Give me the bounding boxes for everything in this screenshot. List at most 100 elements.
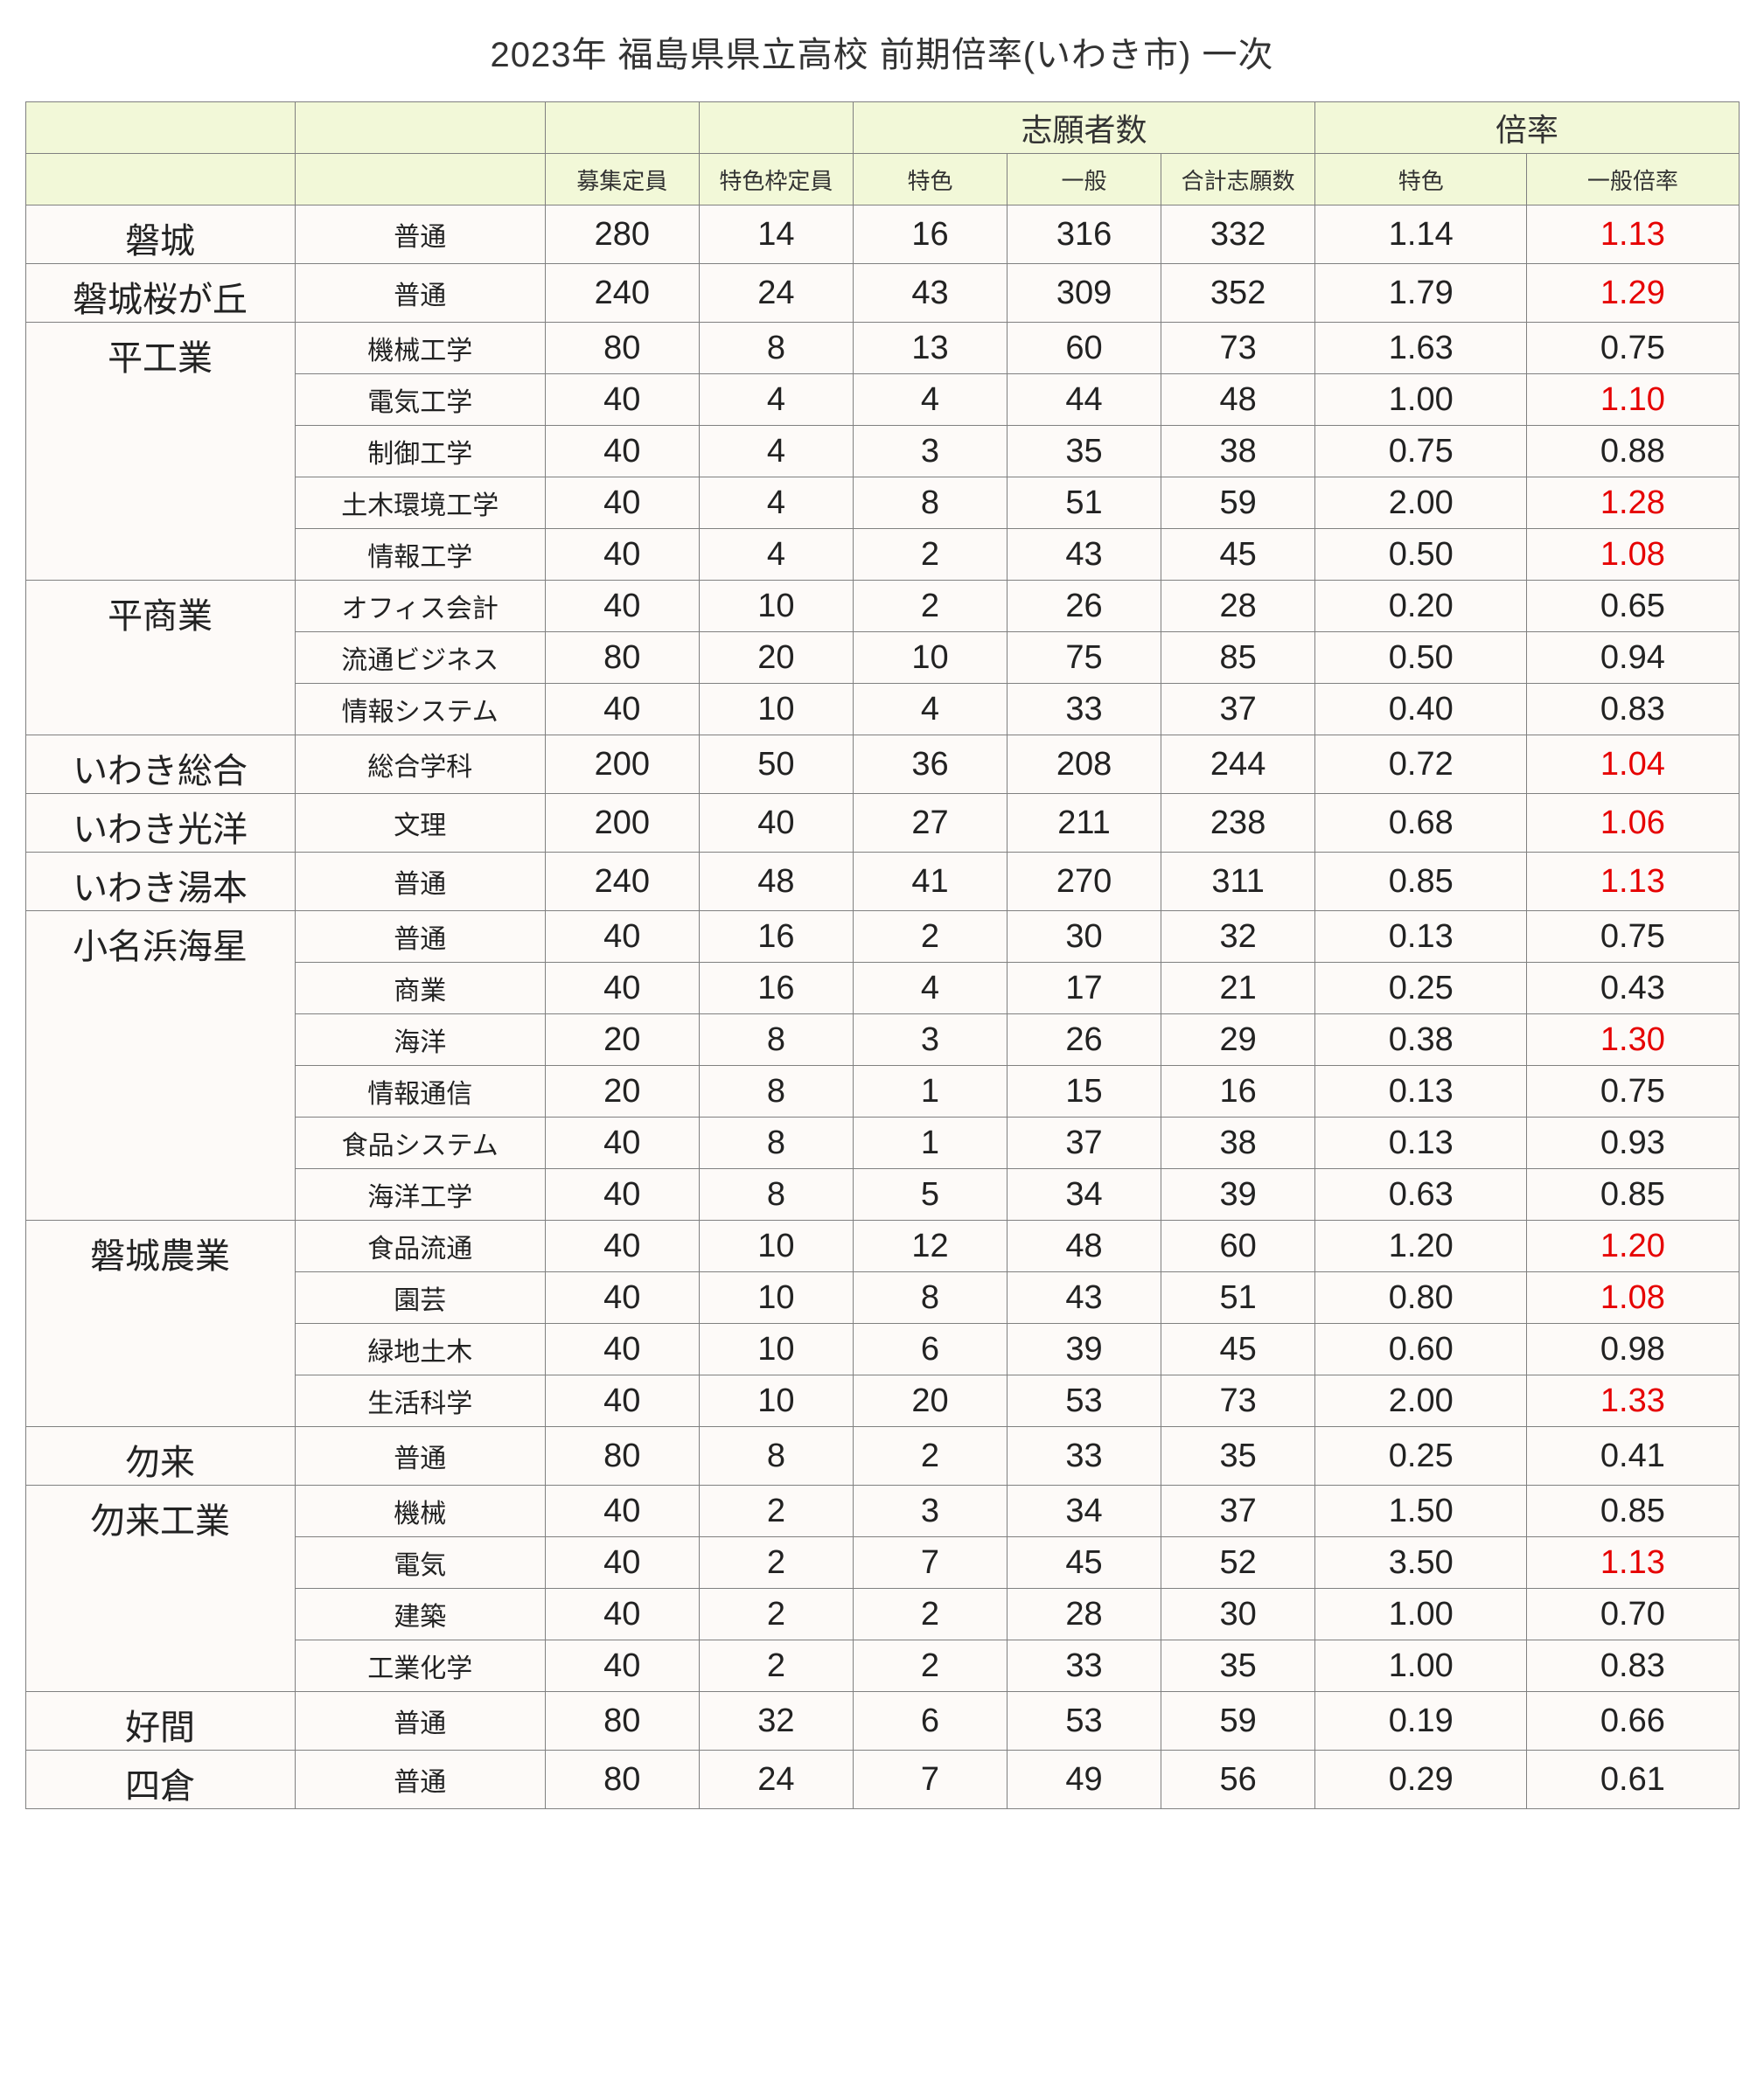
scap-cell: 16 <box>699 963 853 1014</box>
general-ratio-cell: 1.06 <box>1527 794 1739 853</box>
sapp-cell: 4 <box>853 374 1007 426</box>
scap-cell: 4 <box>699 477 853 529</box>
general-ratio-cell: 0.41 <box>1527 1427 1739 1486</box>
gapp-cell: 75 <box>1008 632 1161 684</box>
school-cell: 平商業 <box>25 581 295 735</box>
general-ratio-cell: 0.85 <box>1527 1169 1739 1221</box>
general-ratio-cell: 0.85 <box>1527 1486 1739 1537</box>
gapp-cell: 39 <box>1008 1324 1161 1375</box>
header-blank <box>545 102 699 154</box>
sapp-cell: 8 <box>853 477 1007 529</box>
special-ratio-cell: 0.80 <box>1315 1272 1527 1324</box>
dept-cell: 食品システム <box>295 1118 545 1169</box>
gapp-cell: 309 <box>1008 264 1161 323</box>
tapp-cell: 352 <box>1161 264 1315 323</box>
header-blank <box>295 154 545 205</box>
general-ratio-cell: 0.75 <box>1527 911 1739 963</box>
tapp-cell: 59 <box>1161 477 1315 529</box>
general-ratio-cell: 0.93 <box>1527 1118 1739 1169</box>
page-title: 2023年 福島県県立高校 前期倍率(いわき市) 一次 <box>9 26 1755 77</box>
school-cell: 磐城桜が丘 <box>25 264 295 323</box>
school-cell: いわき光洋 <box>25 794 295 853</box>
cap-cell: 40 <box>545 1589 699 1640</box>
cap-cell: 200 <box>545 735 699 794</box>
tapp-cell: 38 <box>1161 426 1315 477</box>
cap-cell: 40 <box>545 1486 699 1537</box>
tapp-cell: 45 <box>1161 529 1315 581</box>
cap-cell: 40 <box>545 477 699 529</box>
sapp-cell: 4 <box>853 963 1007 1014</box>
general-ratio-cell: 0.94 <box>1527 632 1739 684</box>
special-ratio-cell: 0.50 <box>1315 529 1527 581</box>
dept-cell: 普通 <box>295 1692 545 1751</box>
gapp-cell: 34 <box>1008 1169 1161 1221</box>
general-ratio-cell: 0.83 <box>1527 684 1739 735</box>
cap-cell: 40 <box>545 684 699 735</box>
tapp-cell: 60 <box>1161 1221 1315 1272</box>
scap-cell: 2 <box>699 1486 853 1537</box>
special-ratio-cell: 1.79 <box>1315 264 1527 323</box>
school-cell: 好間 <box>25 1692 295 1751</box>
general-ratio-cell: 0.88 <box>1527 426 1739 477</box>
school-cell: 四倉 <box>25 1751 295 1809</box>
general-ratio-cell: 0.70 <box>1527 1589 1739 1640</box>
tapp-cell: 37 <box>1161 684 1315 735</box>
special-ratio-cell: 1.14 <box>1315 205 1527 264</box>
cap-cell: 80 <box>545 1751 699 1809</box>
tapp-cell: 238 <box>1161 794 1315 853</box>
general-ratio-cell: 1.08 <box>1527 529 1739 581</box>
general-ratio-cell: 1.13 <box>1527 205 1739 264</box>
header-blank <box>295 102 545 154</box>
special-ratio-cell: 1.00 <box>1315 1640 1527 1692</box>
scap-cell: 8 <box>699 1066 853 1118</box>
tapp-cell: 59 <box>1161 1692 1315 1751</box>
tapp-cell: 21 <box>1161 963 1315 1014</box>
sapp-cell: 4 <box>853 684 1007 735</box>
gapp-cell: 53 <box>1008 1375 1161 1427</box>
sapp-cell: 1 <box>853 1118 1007 1169</box>
cap-cell: 80 <box>545 1692 699 1751</box>
special-ratio-cell: 1.00 <box>1315 1589 1527 1640</box>
gapp-cell: 28 <box>1008 1589 1161 1640</box>
dept-cell: 普通 <box>295 1751 545 1809</box>
scap-cell: 4 <box>699 529 853 581</box>
general-ratio-cell: 1.28 <box>1527 477 1739 529</box>
sapp-cell: 13 <box>853 323 1007 374</box>
gapp-cell: 34 <box>1008 1486 1161 1537</box>
gapp-cell: 33 <box>1008 1640 1161 1692</box>
special-ratio-cell: 0.25 <box>1315 963 1527 1014</box>
table-row: いわき光洋文理20040272112380.681.06 <box>25 794 1739 853</box>
table-row: いわき湯本普通24048412703110.851.13 <box>25 853 1739 911</box>
sapp-cell: 36 <box>853 735 1007 794</box>
sapp-cell: 3 <box>853 1486 1007 1537</box>
dept-cell: 海洋工学 <box>295 1169 545 1221</box>
general-ratio-cell: 0.43 <box>1527 963 1739 1014</box>
general-ratio-cell: 1.04 <box>1527 735 1739 794</box>
general-ratio-cell: 0.75 <box>1527 323 1739 374</box>
sapp-cell: 43 <box>853 264 1007 323</box>
table-row: 好間普通8032653590.190.66 <box>25 1692 1739 1751</box>
sapp-cell: 2 <box>853 581 1007 632</box>
general-ratio-cell: 1.20 <box>1527 1221 1739 1272</box>
special-ratio-cell: 0.72 <box>1315 735 1527 794</box>
cap-cell: 40 <box>545 374 699 426</box>
tapp-cell: 37 <box>1161 1486 1315 1537</box>
special-ratio-cell: 0.38 <box>1315 1014 1527 1066</box>
dept-cell: 工業化学 <box>295 1640 545 1692</box>
gapp-cell: 35 <box>1008 426 1161 477</box>
tapp-cell: 332 <box>1161 205 1315 264</box>
scap-cell: 20 <box>699 632 853 684</box>
tapp-cell: 85 <box>1161 632 1315 684</box>
dept-cell: 普通 <box>295 264 545 323</box>
dept-cell: 食品流通 <box>295 1221 545 1272</box>
dept-cell: 総合学科 <box>295 735 545 794</box>
table-row: 平工業機械工学8081360731.630.75 <box>25 323 1739 374</box>
table-row: いわき総合総合学科20050362082440.721.04 <box>25 735 1739 794</box>
general-ratio-cell: 0.66 <box>1527 1692 1739 1751</box>
special-ratio-cell: 0.68 <box>1315 794 1527 853</box>
special-ratio-cell: 1.63 <box>1315 323 1527 374</box>
gapp-cell: 208 <box>1008 735 1161 794</box>
table-row: 磐城桜が丘普通24024433093521.791.29 <box>25 264 1739 323</box>
general-ratio-cell: 1.13 <box>1527 1537 1739 1589</box>
sapp-cell: 8 <box>853 1272 1007 1324</box>
